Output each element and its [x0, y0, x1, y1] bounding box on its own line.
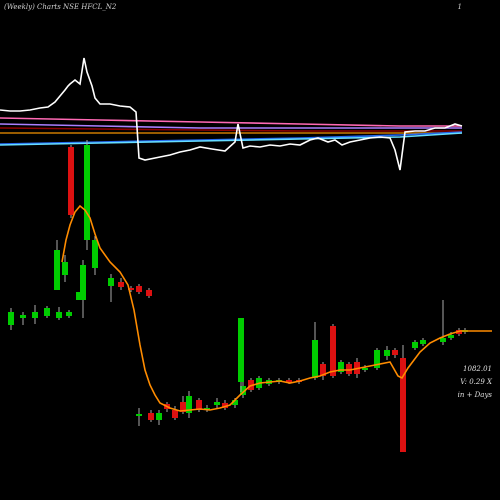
candle-body	[92, 240, 98, 268]
candle-body	[56, 312, 62, 318]
candle-body	[346, 364, 352, 374]
chart-header-left: (Weekly) Charts NSE HFCL_N2	[4, 3, 117, 11]
candle-body	[76, 292, 82, 300]
ma-band-line-4	[0, 131, 463, 145]
days-label: in + Days	[457, 391, 492, 399]
candle-body	[8, 312, 14, 325]
candle-body	[338, 362, 344, 372]
candle-body	[240, 386, 246, 395]
candle-body	[330, 326, 336, 376]
candle-body	[420, 340, 426, 344]
candle-body	[148, 413, 154, 420]
candle-body	[118, 282, 124, 287]
ma-band-line-1	[0, 123, 462, 129]
candle-body	[238, 318, 244, 382]
white-indicator-line	[0, 57, 463, 171]
candle-body	[84, 145, 90, 240]
chart-header-right: 1	[457, 3, 462, 11]
candle-body	[146, 290, 152, 296]
candle-body	[20, 315, 26, 318]
candle-body	[384, 350, 390, 356]
candle-body	[286, 380, 292, 383]
candle-body	[392, 350, 398, 355]
candle-body	[312, 340, 318, 378]
orange-moving-average-line	[61, 204, 492, 412]
candle-body	[172, 410, 178, 418]
candle-body	[80, 265, 86, 300]
candle-body	[54, 250, 60, 290]
ma-band-line-5	[0, 132, 463, 146]
candle-body	[222, 403, 228, 408]
candle-body	[32, 312, 38, 318]
candle-body	[232, 400, 238, 405]
candle-body	[400, 358, 406, 452]
candle-body	[374, 350, 380, 368]
candle-body	[108, 278, 114, 286]
candle-body	[180, 402, 186, 412]
candle-body	[128, 288, 134, 290]
candle-body	[44, 308, 50, 316]
candle-body	[156, 413, 162, 420]
candle-body	[186, 396, 192, 413]
candle-body	[214, 402, 220, 405]
candle-body	[136, 286, 142, 292]
candle-body	[320, 364, 326, 376]
candle-body	[68, 147, 74, 215]
candle-body	[448, 335, 454, 338]
candle-body	[136, 414, 142, 416]
candle-body	[412, 342, 418, 348]
candle-body	[66, 312, 72, 316]
candle-body	[440, 338, 446, 342]
candle-body	[362, 368, 368, 370]
ma-band-line-0	[0, 117, 462, 127]
candle-body	[196, 400, 202, 410]
candle-body	[62, 262, 68, 275]
volume-ratio-label: V: 0.29 X	[460, 378, 492, 386]
price-label: 1082.01	[463, 365, 492, 373]
